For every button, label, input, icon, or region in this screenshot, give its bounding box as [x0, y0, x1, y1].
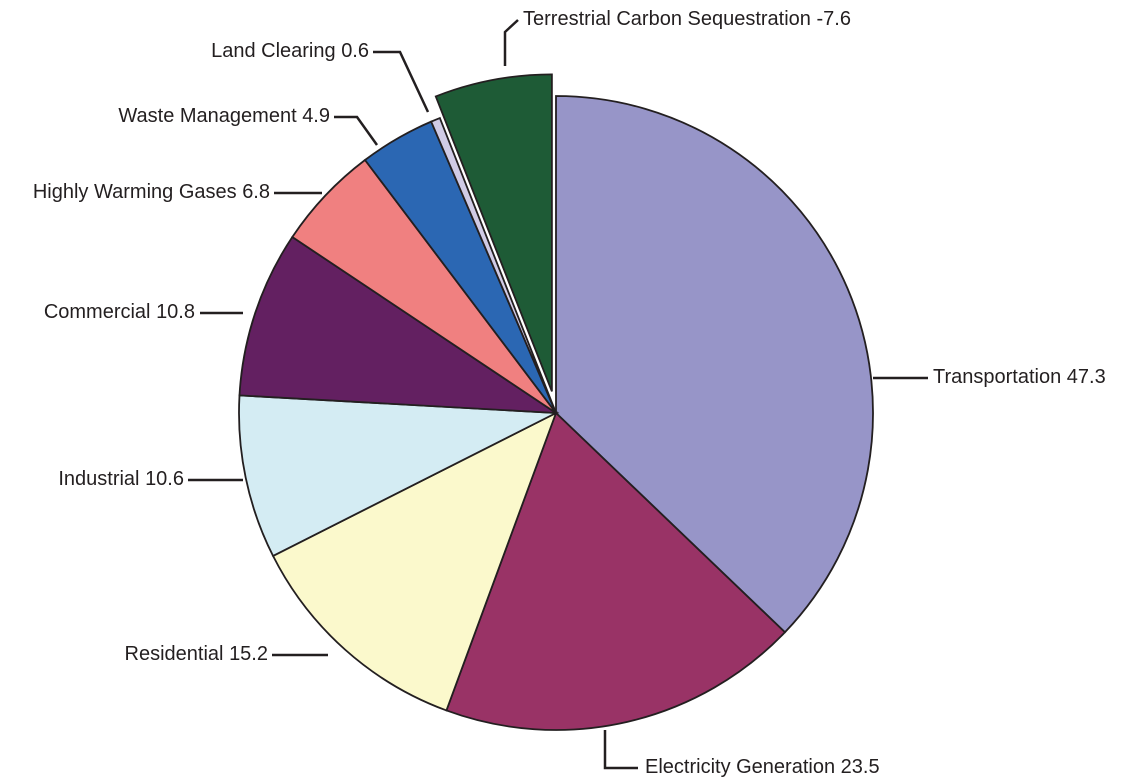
slice-name: Land Clearing: [211, 40, 336, 62]
slice-name: Highly Warming Gases: [33, 181, 237, 203]
leader-line: [373, 50, 430, 113]
pie-slice: [434, 73, 553, 392]
slice-label: Residential 15.2: [125, 643, 268, 665]
slice-value: 6.8: [242, 181, 270, 203]
slice-value: 23.5: [841, 756, 880, 778]
slice-name: Terrestrial Carbon Sequestration: [523, 8, 811, 30]
pie-slice: [271, 411, 558, 712]
slice-value: 10.8: [156, 301, 195, 323]
slice-value: 47.3: [1067, 366, 1106, 388]
slice-label: Industrial 10.6: [58, 468, 184, 490]
slice-value: 15.2: [229, 643, 268, 665]
slice-label: Highly Warming Gases 6.8: [33, 181, 270, 203]
slice-name: Industrial: [58, 468, 139, 490]
slice-value: 10.6: [145, 468, 184, 490]
pie-slice: [429, 116, 557, 414]
slice-label: Land Clearing 0.6: [211, 40, 369, 62]
slice-value: -7.6: [816, 8, 850, 30]
leader-line: [334, 115, 379, 146]
slice-value: 0.6: [341, 40, 369, 62]
slice-name: Transportation: [933, 366, 1061, 388]
leader-line: [503, 19, 519, 66]
leader-line: [603, 730, 638, 770]
slice-label: Terrestrial Carbon Sequestration -7.6: [523, 8, 851, 30]
slice-name: Commercial: [44, 301, 151, 323]
slice-name: Electricity Generation: [645, 756, 835, 778]
slice-label: Electricity Generation 23.5: [645, 756, 880, 778]
pie-slice: [445, 411, 787, 731]
slice-label: Waste Management 4.9: [118, 105, 330, 127]
pie-slice: [238, 394, 560, 558]
slice-label: Commercial 10.8: [44, 301, 195, 323]
pie-slice: [238, 235, 560, 415]
slice-name: Waste Management: [118, 105, 297, 127]
slice-value: 4.9: [302, 105, 330, 127]
pie-slice: [555, 95, 874, 634]
slice-label: Transportation 47.3: [933, 366, 1106, 388]
slice-name: Residential: [125, 643, 224, 665]
